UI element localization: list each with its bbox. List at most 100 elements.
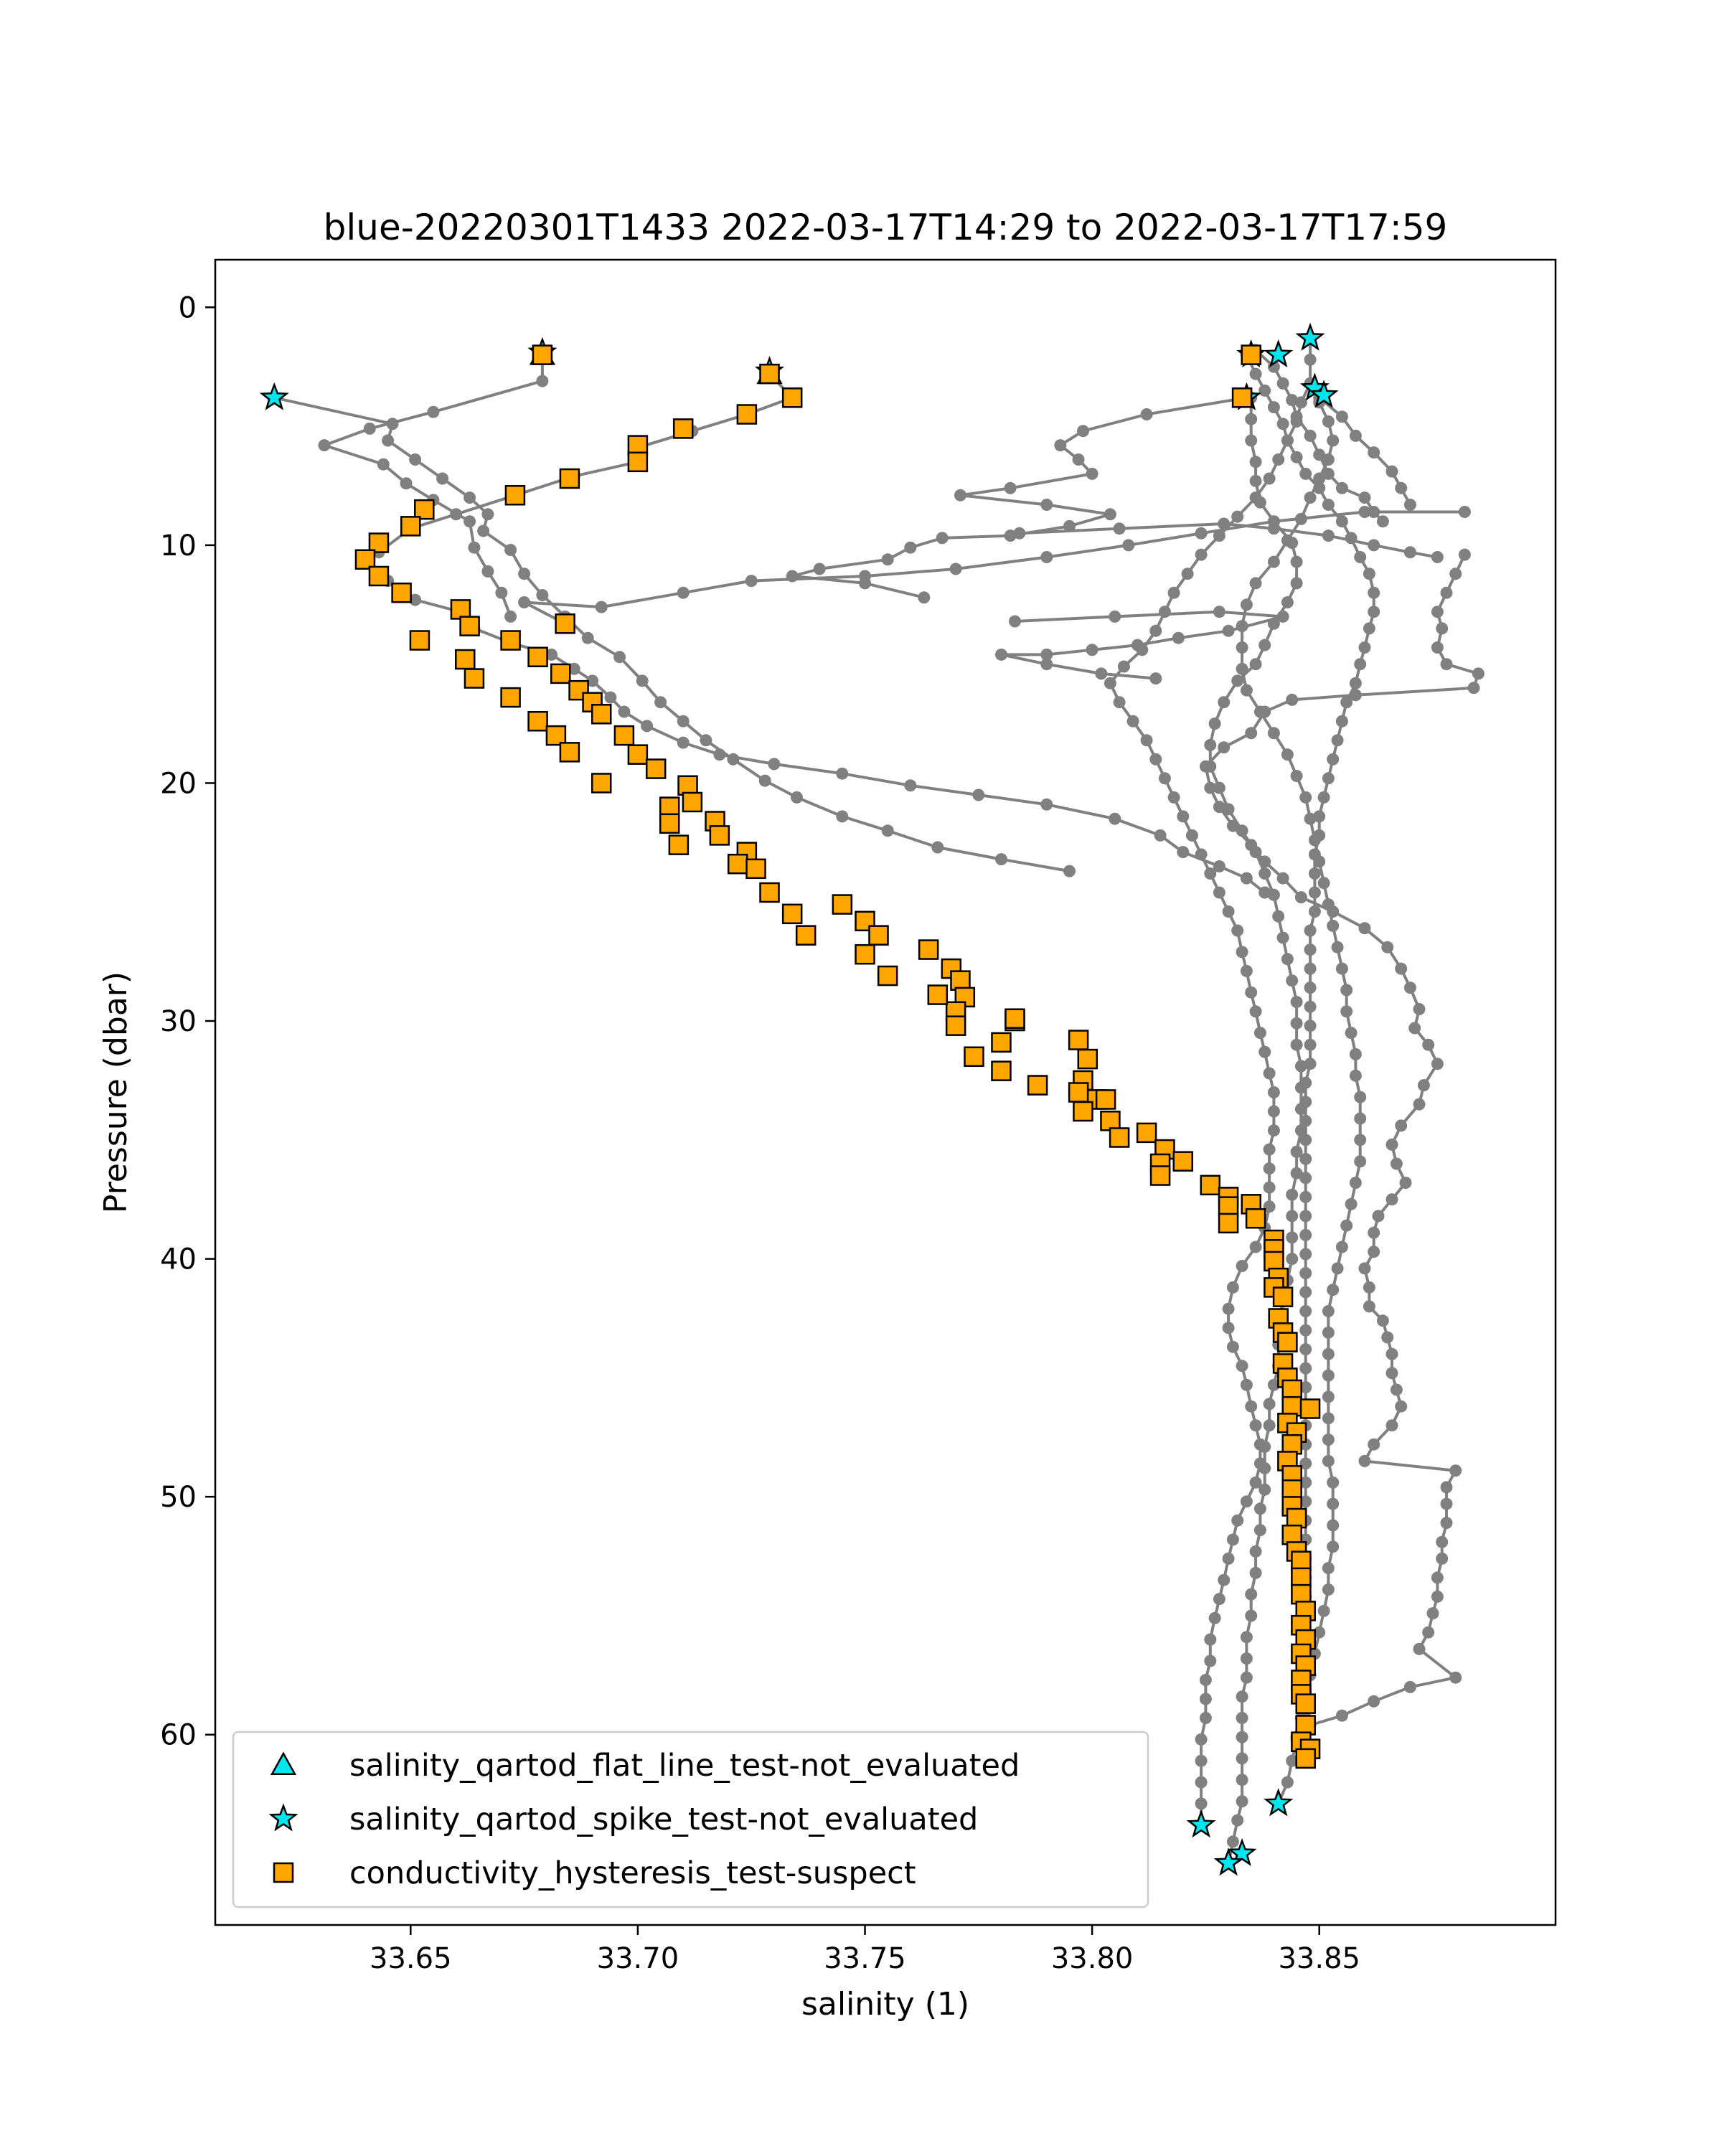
profile-point [1126, 715, 1139, 728]
profile-point [1222, 1302, 1235, 1315]
profile-point [1286, 1210, 1299, 1223]
profile-point [677, 715, 690, 728]
legend-entry-label: salinity_qartod_flat_line_test-not_evalu… [349, 1748, 1020, 1784]
profile-point [1063, 865, 1076, 877]
profile-point [1249, 456, 1262, 469]
square-marker [627, 435, 649, 456]
profile-point [1249, 1476, 1262, 1489]
profile-point [568, 662, 580, 675]
profile-point [1236, 1690, 1248, 1703]
profile-point [1286, 693, 1299, 706]
profile-point [949, 562, 962, 575]
profile-point [1354, 1134, 1367, 1147]
profile-point [1281, 596, 1294, 608]
profile-point [1263, 1398, 1276, 1411]
profile-point [1358, 1262, 1371, 1275]
profile-point [881, 824, 894, 837]
profile-point [1304, 1000, 1317, 1013]
profile-point [758, 774, 771, 787]
profile-point [1349, 689, 1362, 702]
profile-point [1327, 1476, 1340, 1489]
profile-point [1368, 1226, 1380, 1239]
profile-point [409, 453, 422, 466]
profile-point [1299, 791, 1312, 804]
profile-point [1431, 1058, 1444, 1070]
profile-point [1440, 1481, 1453, 1494]
profile-point [1431, 551, 1444, 563]
profile-point [1358, 641, 1371, 654]
profile-point [1253, 1438, 1266, 1451]
profile-point [1345, 1197, 1358, 1210]
square-marker [1073, 1101, 1093, 1122]
profile-point [1263, 1181, 1276, 1194]
profile-point [1245, 1609, 1258, 1622]
profile-point [1317, 791, 1330, 804]
profile-point [1322, 1369, 1335, 1382]
profile-point [1140, 734, 1153, 747]
square-marker [1100, 1111, 1121, 1131]
profile-point [1276, 418, 1289, 430]
profile-point [1290, 451, 1303, 463]
profile-point [1195, 1733, 1208, 1746]
y-tick-label: 60 [160, 1719, 197, 1752]
profile-point [1299, 1248, 1312, 1261]
square-marker [559, 742, 580, 763]
profile-point [1390, 1157, 1403, 1170]
profile-point [1113, 696, 1126, 709]
square-marker [455, 649, 476, 670]
profile-point [1249, 577, 1262, 590]
square-marker [613, 725, 635, 746]
profile-point [1436, 622, 1449, 635]
square-marker [368, 532, 390, 553]
profile-point [1276, 872, 1289, 885]
profile-point [1236, 946, 1248, 959]
profile-point [1304, 353, 1317, 366]
profile-point [1299, 1210, 1312, 1223]
profile-point [1472, 667, 1485, 680]
profile-point [1195, 527, 1208, 540]
profile-point [1040, 551, 1053, 563]
profile-point [1177, 846, 1190, 859]
profile-point [1322, 1434, 1335, 1446]
profile-point [1299, 1096, 1312, 1108]
profile-point [1385, 1419, 1398, 1432]
profile-point [1240, 1652, 1253, 1665]
square-marker [409, 630, 430, 651]
profile-point [1149, 753, 1162, 766]
profile-point [1213, 1593, 1225, 1606]
profile-point [1249, 658, 1262, 671]
profile-point [1335, 481, 1348, 494]
profile-point [1395, 481, 1408, 494]
profile-point [409, 593, 422, 606]
profile-point [1403, 1680, 1416, 1693]
profile-point [1299, 1495, 1312, 1508]
profile-point [786, 570, 799, 583]
profile-point [918, 591, 931, 604]
profile-point [1040, 798, 1053, 811]
profile-point [1199, 1693, 1212, 1705]
profile-point [1322, 415, 1335, 428]
profile-point [1294, 891, 1307, 904]
profile-point [1258, 639, 1271, 651]
profile-point [468, 541, 481, 554]
profile-point [1245, 1400, 1258, 1413]
profile-point [1231, 1814, 1244, 1827]
profile-point [1354, 1091, 1367, 1103]
profile-point [1253, 1027, 1266, 1040]
profile-point [536, 375, 549, 387]
profile-point [1276, 377, 1289, 390]
profile-point [1013, 527, 1026, 540]
profile-point [1368, 506, 1380, 518]
profile-point [1286, 1253, 1299, 1266]
profile-point [1327, 1540, 1340, 1553]
profile-point [1267, 401, 1280, 414]
profile-point [382, 434, 395, 447]
square-marker [727, 853, 748, 875]
profile-point [1113, 522, 1126, 535]
profile-point [1245, 986, 1258, 999]
profile-point [1299, 1152, 1312, 1165]
profile-point [1040, 648, 1053, 661]
profile-point [1449, 1464, 1462, 1477]
profile-point [1313, 855, 1326, 868]
square-marker [918, 939, 939, 960]
